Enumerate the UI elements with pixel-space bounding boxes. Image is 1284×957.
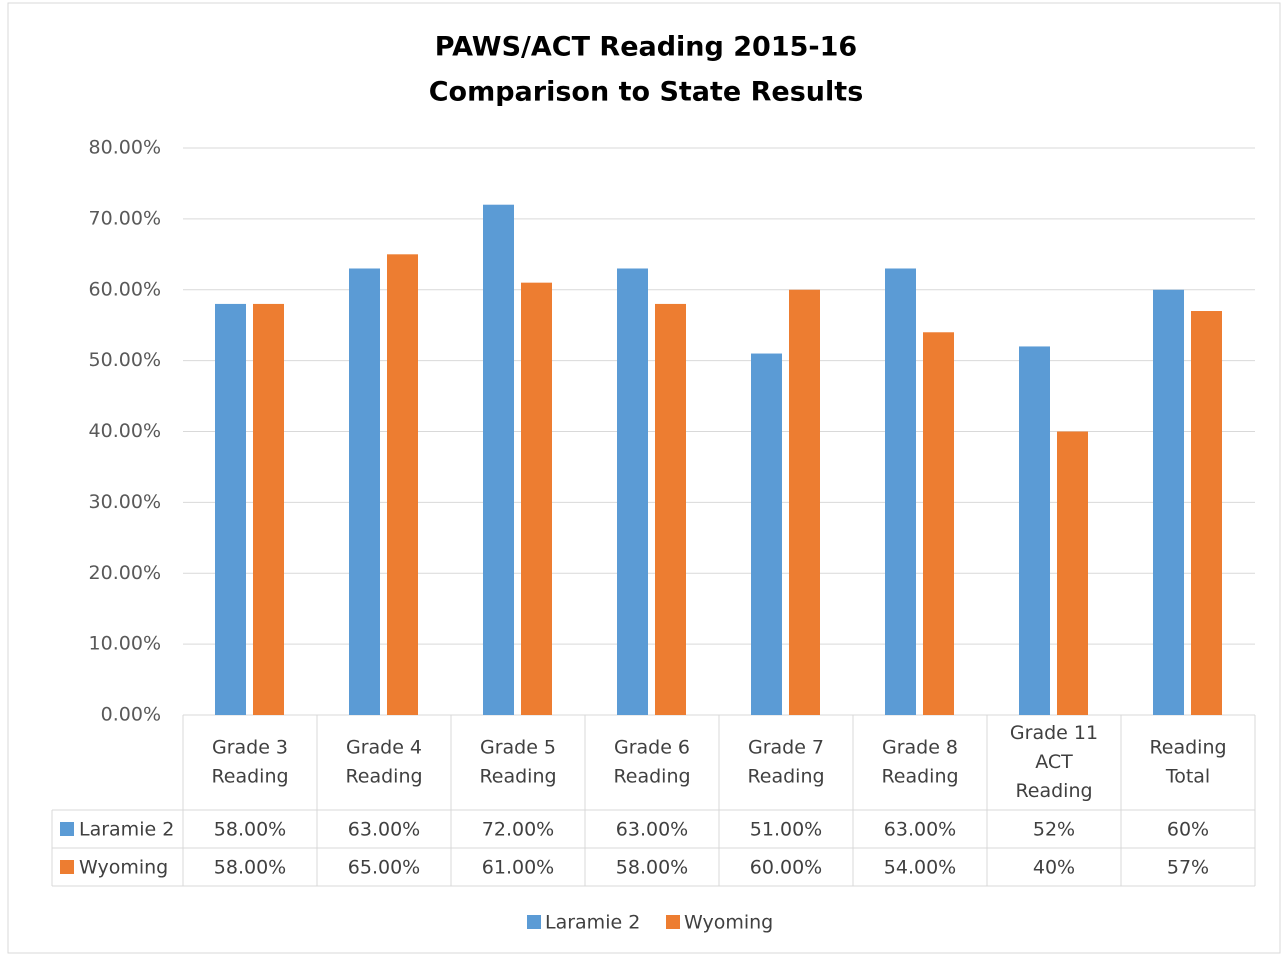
table-legend-key [60, 822, 74, 836]
bar [215, 303, 246, 715]
bar [1019, 346, 1050, 715]
y-tick-label: 50.00% [89, 349, 161, 371]
y-tick-label: 60.00% [89, 278, 161, 300]
x-tick-label: Grade 8 [882, 737, 958, 759]
bar [521, 282, 552, 715]
chart-title: PAWS/ACT Reading 2015-16 [435, 32, 857, 63]
table-value: 63.00% [884, 819, 956, 841]
y-tick-label: 30.00% [89, 491, 161, 513]
bar [1057, 431, 1088, 715]
table-value: 58.00% [214, 819, 286, 841]
bar [789, 289, 820, 715]
legend-label: Wyoming [684, 912, 773, 934]
table-value: 40% [1033, 857, 1075, 879]
bar [751, 353, 782, 715]
y-tick-label: 40.00% [89, 420, 161, 442]
table-value: 72.00% [482, 819, 554, 841]
x-tick-label: Grade 7 [748, 737, 824, 759]
bar [655, 303, 686, 715]
x-tick-label: Grade 6 [614, 737, 690, 759]
table-value: 61.00% [482, 857, 554, 879]
y-tick-label: 10.00% [89, 633, 161, 655]
bar [923, 332, 954, 715]
x-tick-label: Reading [479, 766, 556, 788]
x-tick-label: Grade 11 [1010, 722, 1098, 744]
x-tick-label: Total [1165, 766, 1210, 788]
x-tick-label: Reading [613, 766, 690, 788]
x-tick-label: Reading [1015, 780, 1092, 802]
x-tick-label: Grade 4 [346, 737, 422, 759]
y-tick-label: 70.00% [89, 207, 161, 229]
table-legend-key [60, 860, 74, 874]
x-tick-label: Reading [211, 766, 288, 788]
legend-key [666, 915, 680, 929]
y-tick-label: 20.00% [89, 562, 161, 584]
x-tick-label: Reading [1149, 737, 1226, 759]
bar [1191, 311, 1222, 715]
bar [253, 303, 284, 715]
x-tick-label: ACT [1035, 751, 1073, 773]
x-tick-label: Grade 5 [480, 737, 556, 759]
x-tick-label: Reading [747, 766, 824, 788]
table-value: 58.00% [214, 857, 286, 879]
x-tick-label: Grade 3 [212, 737, 288, 759]
table-value: 63.00% [616, 819, 688, 841]
table-value: 52% [1033, 819, 1075, 841]
table-row-label: Laramie 2 [79, 819, 174, 841]
table-value: 63.00% [348, 819, 420, 841]
chart-subtitle: Comparison to State Results [429, 77, 864, 108]
table-row-label: Wyoming [79, 857, 168, 879]
bar [483, 204, 514, 715]
bar [349, 268, 380, 715]
table-value: 65.00% [348, 857, 420, 879]
table-value: 60.00% [750, 857, 822, 879]
bar [387, 254, 418, 715]
legend-key [527, 915, 541, 929]
x-tick-label: Reading [345, 766, 422, 788]
table-value: 51.00% [750, 819, 822, 841]
x-tick-label: Reading [881, 766, 958, 788]
table-value: 57% [1167, 857, 1209, 879]
y-tick-label: 0.00% [101, 704, 161, 726]
table-value: 58.00% [616, 857, 688, 879]
bar [617, 268, 648, 715]
y-tick-label: 80.00% [89, 137, 161, 159]
legend-label: Laramie 2 [545, 912, 640, 934]
table-value: 54.00% [884, 857, 956, 879]
table-value: 60% [1167, 819, 1209, 841]
bar [1153, 289, 1184, 715]
bar [885, 268, 916, 715]
